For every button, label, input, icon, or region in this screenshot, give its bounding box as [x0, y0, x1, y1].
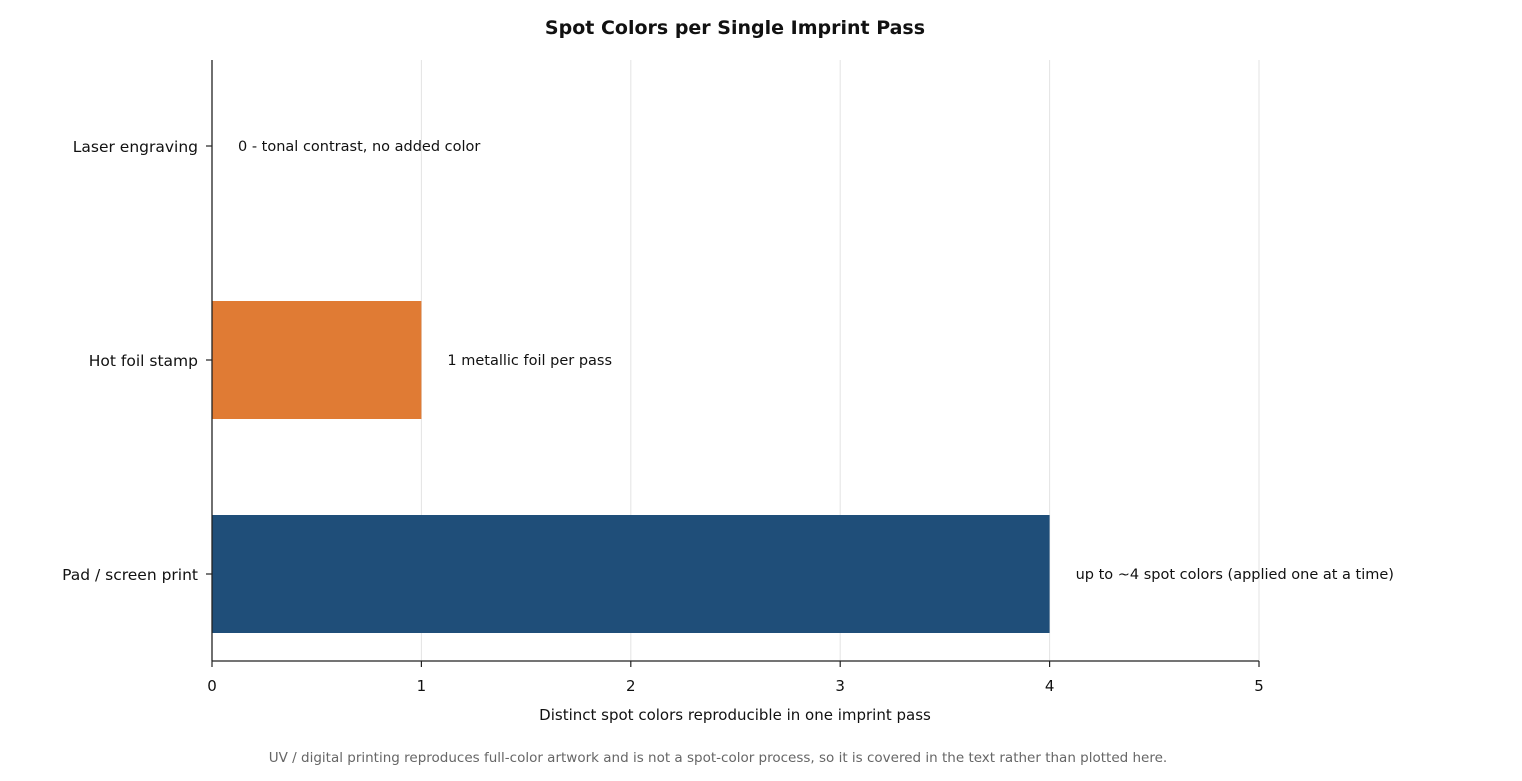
- x-tick-label: 5: [1254, 677, 1264, 695]
- ticks: 0 1 2 3 4 5 Laser engraving Hot foil stamp Pad /…: [62, 138, 1264, 695]
- x-tick-label: 3: [835, 677, 845, 695]
- y-tick-label: Hot foil stamp: [89, 352, 198, 370]
- data-label: up to ~4 spot colors (applied one at a t…: [1076, 567, 1394, 583]
- y-tick-label: Pad / screen print: [62, 566, 198, 584]
- data-labels: 0 - tonal contrast, no added color 1 meta…: [238, 139, 1394, 583]
- bar: [212, 301, 422, 419]
- x-tick-label: 2: [626, 677, 636, 695]
- x-axis-label: Distinct spot colors reproducible in one…: [539, 706, 931, 724]
- x-tick-label: 4: [1045, 677, 1055, 695]
- data-label: 1 metallic foil per pass: [447, 353, 612, 369]
- x-tick-label: 1: [417, 677, 427, 695]
- y-tick-label: Laser engraving: [73, 138, 198, 156]
- x-tick-label: 0: [207, 677, 217, 695]
- footnote: UV / digital printing reproduces full-co…: [269, 750, 1167, 766]
- bar: [212, 515, 1050, 633]
- chart-title: Spot Colors per Single Imprint Pass: [545, 17, 925, 39]
- data-label: 0 - tonal contrast, no added color: [238, 139, 480, 155]
- bars: [212, 301, 1050, 633]
